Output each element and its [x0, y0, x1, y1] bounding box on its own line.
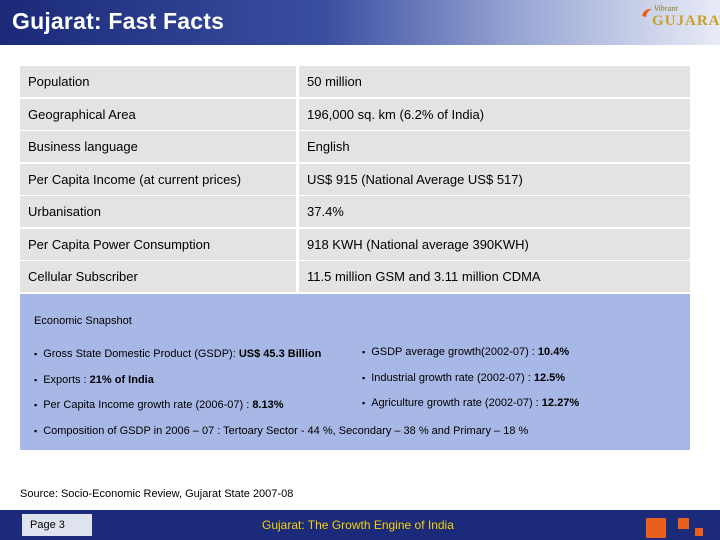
fast-facts-table: Population 50 million Geographical Area … [20, 66, 690, 294]
gsdp-bullet: ▪ Gross State Domestic Product (GSDP): US… [34, 348, 321, 360]
fact-label: Population [20, 66, 296, 97]
page-title: Gujarat: Fast Facts [12, 8, 225, 34]
agriculture-growth-bullet: ▪ Agriculture growth rate (2002-07) : 12.… [362, 397, 579, 409]
bullet-icon: ▪ [362, 347, 366, 357]
economic-snapshot-panel: Economic Snapshot ▪ Gross State Domestic … [20, 294, 690, 450]
vibrant-gujarat-logo: Vibrant GUJARAT [640, 4, 720, 40]
fact-label: Business language [20, 131, 296, 162]
fact-row: Population 50 million [20, 66, 690, 97]
bullet-icon: ▪ [34, 426, 38, 436]
composition-bullet: ▪ Composition of GSDP in 2006 – 07 : Tert… [34, 425, 528, 437]
fact-value: 37.4% [299, 196, 690, 227]
agri-value: 12.27% [541, 397, 580, 409]
fact-row: Business language English [20, 131, 690, 162]
fact-value: 11.5 million GSM and 3.11 million CDMA [299, 261, 690, 292]
fact-value: 918 KWH (National average 390KWH) [299, 228, 690, 260]
fact-label: Cellular Subscriber [20, 261, 296, 292]
exports-label: Exports : [43, 374, 90, 386]
fact-value: 50 million [299, 66, 690, 97]
bullet-icon: ▪ [362, 373, 366, 383]
fact-label: Per Capita Power Consumption [20, 228, 296, 260]
growth-label: GSDP average growth(2002-07) : [371, 346, 538, 358]
page-number: Page 3 [22, 514, 92, 536]
source-note: Source: Socio-Economic Review, Gujarat S… [20, 488, 294, 500]
gsdp-value: US$ 45.3 Billion [238, 348, 322, 360]
fact-row: Urbanisation 37.4% [20, 196, 690, 227]
snapshot-title: Economic Snapshot [34, 315, 132, 327]
footer-bar: Page 3 Gujarat: The Growth Engine of Ind… [0, 510, 720, 540]
footer-tagline: Gujarat: The Growth Engine of India [262, 518, 454, 532]
per-capita-growth-bullet: ▪ Per Capita Income growth rate (2006-07)… [34, 399, 284, 411]
swirl-logo-icon [642, 8, 652, 17]
fact-value: 196,000 sq. km (6.2% of India) [299, 98, 690, 130]
exports-bullet: ▪ Exports : 21% of India [34, 374, 154, 386]
fact-value: US$ 915 (National Average US$ 517) [299, 163, 690, 195]
bullet-icon: ▪ [362, 398, 366, 408]
gsdp-growth-bullet: ▪ GSDP average growth(2002-07) : 10.4% [362, 346, 569, 358]
logo-word: GUJARAT [652, 13, 720, 29]
title-bar: Gujarat: Fast Facts Vibrant GUJARAT [0, 0, 720, 45]
gsdp-label: Gross State Domestic Product (GSDP): [43, 348, 239, 360]
logo-tagline: Vibrant [654, 4, 678, 13]
pci-label: Per Capita Income growth rate (2006-07) … [43, 399, 253, 411]
pci-value: 8.13% [252, 399, 284, 411]
industrial-value: 12.5% [533, 372, 566, 384]
fact-label: Urbanisation [20, 196, 296, 227]
fact-row: Geographical Area 196,000 sq. km (6.2% o… [20, 98, 690, 130]
fact-value: English [299, 131, 690, 162]
industrial-label: Industrial growth rate (2002-07) : [371, 372, 534, 384]
bullet-icon: ▪ [34, 375, 38, 385]
bullet-icon: ▪ [34, 400, 38, 410]
orange-square-small-icon [678, 518, 689, 529]
exports-value: 21% of India [89, 374, 154, 386]
fact-row: Cellular Subscriber 11.5 million GSM and… [20, 261, 690, 292]
agri-label: Agriculture growth rate (2002-07) : [371, 397, 542, 409]
bullet-icon: ▪ [34, 349, 38, 359]
fact-row: Per Capita Income (at current prices) US… [20, 163, 690, 195]
orange-square-tiny-icon [695, 528, 703, 536]
composition-text: Composition of GSDP in 2006 – 07 : Terto… [43, 425, 529, 437]
industrial-growth-bullet: ▪ Industrial growth rate (2002-07) : 12.5… [362, 372, 565, 384]
fact-row: Per Capita Power Consumption 918 KWH (Na… [20, 228, 690, 260]
fact-label: Geographical Area [20, 98, 296, 130]
orange-square-icon [646, 518, 666, 538]
fact-label: Per Capita Income (at current prices) [20, 163, 296, 195]
growth-value: 10.4% [537, 346, 570, 358]
